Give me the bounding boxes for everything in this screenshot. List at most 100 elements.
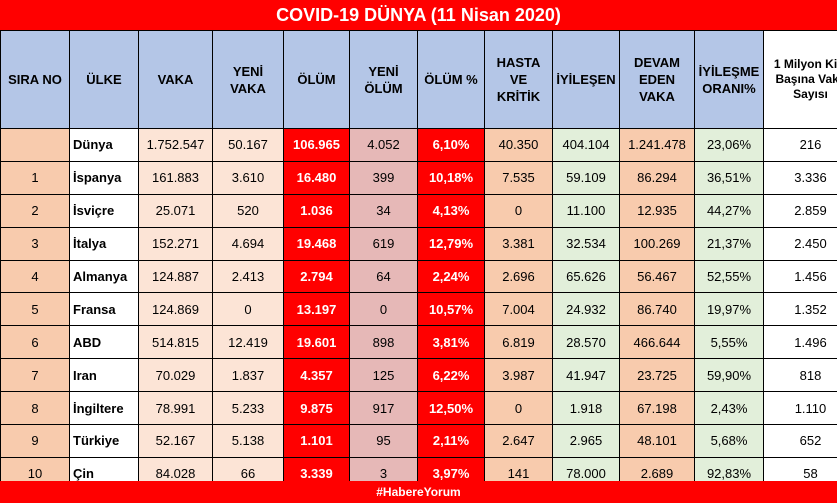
table-row: 8 İngiltere 78.991 5.233 9.875 917 12,50% 0 1.91… [0,391,837,426]
vaka-cell: 161.883 [138,160,213,195]
olum-cell: 16.480 [283,160,350,195]
yeni-vaka-cell: 520 [212,193,284,228]
olum-cell: 9.875 [283,391,350,426]
sira-no-cell: 5 [0,292,70,327]
table-body: Dünya 1.752.547 50.167 106.965 4.052 6,10% 40.… [0,128,837,491]
header-olum: ÖLÜM [283,30,350,129]
vaka-cell: 514.815 [138,325,213,360]
header-yeni-olum: YENİ ÖLÜM [349,30,418,129]
hasta-kritik-cell: 40.350 [484,128,553,162]
vaka-cell: 78.991 [138,391,213,426]
devam-eden-cell: 67.198 [619,391,695,426]
iyilesme-orani-cell: 5,55% [694,325,764,360]
sira-no-cell: 9 [0,424,70,458]
covid-stats-table: SIRA NO ÜLKE VAKA YENİ VAKA ÖLÜM YENİ ÖL… [0,30,837,491]
devam-eden-cell: 86.294 [619,160,695,195]
milyon-vaka-cell: 1.110 [763,391,837,426]
hasta-kritik-cell: 7.535 [484,160,553,195]
country-cell: Fransa [69,292,139,327]
yeni-olum-cell: 4.052 [349,128,418,162]
milyon-vaka-cell: 1.456 [763,259,837,294]
iyilesme-orani-cell: 19,97% [694,292,764,327]
country-cell: Iran [69,358,139,393]
iyilesme-orani-cell: 2,43% [694,391,764,426]
vaka-cell: 124.869 [138,292,213,327]
sira-no-cell: 8 [0,391,70,426]
milyon-vaka-cell: 2.859 [763,193,837,228]
olum-yuzde-cell: 12,50% [417,391,485,426]
sira-no-cell: 4 [0,259,70,294]
hasta-kritik-cell: 2.696 [484,259,553,294]
yeni-vaka-cell: 1.837 [212,358,284,393]
hasta-kritik-cell: 7.004 [484,292,553,327]
milyon-vaka-cell: 652 [763,424,837,458]
page-title: COVID-19 DÜNYA (11 Nisan 2020) [0,0,837,30]
sira-no-cell: 3 [0,226,70,261]
hasta-kritik-cell: 0 [484,391,553,426]
iyilesen-cell: 65.626 [552,259,620,294]
header-row: SIRA NO ÜLKE VAKA YENİ VAKA ÖLÜM YENİ ÖL… [0,30,837,129]
header-milyon-vaka: 1 Milyon Kişi Başına Vaka Sayısı [763,30,837,129]
header-iyilesen: İYİLEŞEN [552,30,620,129]
yeni-olum-cell: 34 [349,193,418,228]
iyilesen-cell: 59.109 [552,160,620,195]
olum-yuzde-cell: 6,22% [417,358,485,393]
header-ulke: ÜLKE [69,30,139,129]
yeni-olum-cell: 64 [349,259,418,294]
olum-yuzde-cell: 12,79% [417,226,485,261]
hasta-kritik-cell: 2.647 [484,424,553,458]
yeni-vaka-cell: 50.167 [212,128,284,162]
hasta-kritik-cell: 3.381 [484,226,553,261]
milyon-vaka-cell: 2.450 [763,226,837,261]
iyilesme-orani-cell: 59,90% [694,358,764,393]
iyilesme-orani-cell: 52,55% [694,259,764,294]
hasta-kritik-cell: 6.819 [484,325,553,360]
header-yeni-vaka: YENİ VAKA [212,30,284,129]
sira-no-cell [0,128,70,162]
vaka-cell: 152.271 [138,226,213,261]
sira-no-cell: 6 [0,325,70,360]
sira-no-cell: 1 [0,160,70,195]
hasta-kritik-cell: 0 [484,193,553,228]
olum-cell: 19.468 [283,226,350,261]
table-row: 5 Fransa 124.869 0 13.197 0 10,57% 7.004 24.932 8… [0,292,837,327]
yeni-olum-cell: 619 [349,226,418,261]
vaka-cell: 124.887 [138,259,213,294]
footer-hashtag: #HabereYorum [0,481,837,503]
olum-cell: 1.036 [283,193,350,228]
devam-eden-cell: 86.740 [619,292,695,327]
yeni-vaka-cell: 3.610 [212,160,284,195]
devam-eden-cell: 100.269 [619,226,695,261]
olum-yuzde-cell: 4,13% [417,193,485,228]
yeni-vaka-cell: 12.419 [212,325,284,360]
table-row: Dünya 1.752.547 50.167 106.965 4.052 6,10% 40.… [0,128,837,162]
olum-yuzde-cell: 2,24% [417,259,485,294]
olum-yuzde-cell: 3,81% [417,325,485,360]
country-cell: İsviçre [69,193,139,228]
olum-yuzde-cell: 6,10% [417,128,485,162]
olum-cell: 4.357 [283,358,350,393]
iyilesme-orani-cell: 21,37% [694,226,764,261]
olum-cell: 19.601 [283,325,350,360]
country-cell: İspanya [69,160,139,195]
milyon-vaka-cell: 3.336 [763,160,837,195]
yeni-vaka-cell: 5.233 [212,391,284,426]
devam-eden-cell: 1.241.478 [619,128,695,162]
iyilesen-cell: 24.932 [552,292,620,327]
olum-cell: 106.965 [283,128,350,162]
milyon-vaka-cell: 1.352 [763,292,837,327]
iyilesme-orani-cell: 44,27% [694,193,764,228]
devam-eden-cell: 12.935 [619,193,695,228]
iyilesen-cell: 32.534 [552,226,620,261]
yeni-vaka-cell: 2.413 [212,259,284,294]
iyilesme-orani-cell: 5,68% [694,424,764,458]
yeni-olum-cell: 917 [349,391,418,426]
header-vaka: VAKA [138,30,213,129]
iyilesen-cell: 28.570 [552,325,620,360]
olum-yuzde-cell: 10,18% [417,160,485,195]
country-cell: ABD [69,325,139,360]
table-row: 1 İspanya 161.883 3.610 16.480 399 10,18% 7.535… [0,160,837,195]
milyon-vaka-cell: 818 [763,358,837,393]
table-row: 4 Almanya 124.887 2.413 2.794 64 2,24% 2.696 65.… [0,259,837,294]
vaka-cell: 1.752.547 [138,128,213,162]
